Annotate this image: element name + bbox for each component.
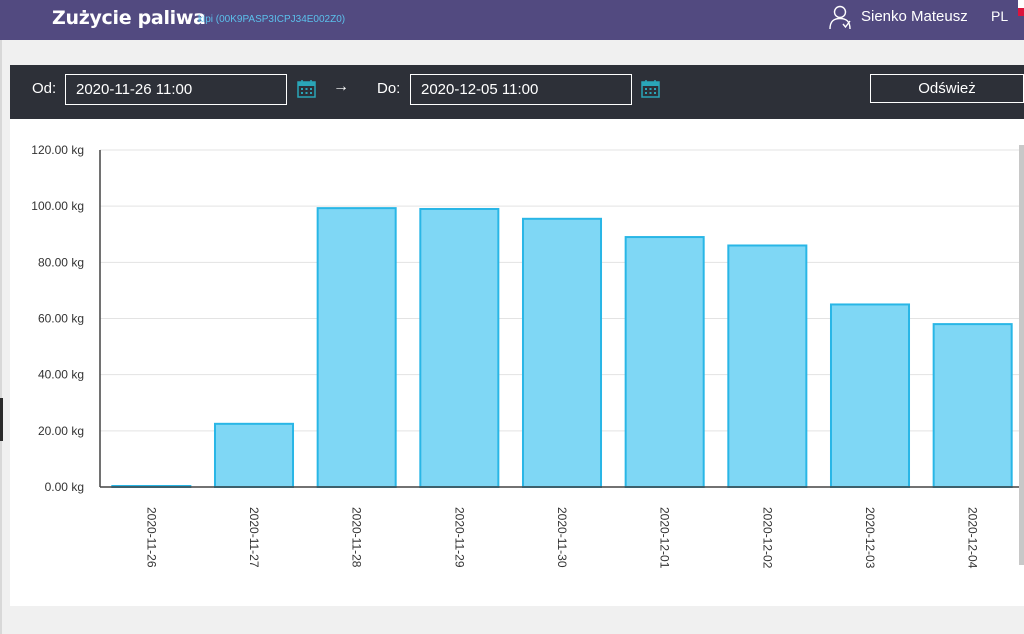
y-tick-label: 80.00 kg bbox=[38, 255, 84, 269]
refresh-button[interactable]: Odśwież bbox=[870, 74, 1024, 103]
y-tick-label: 0.00 kg bbox=[45, 480, 84, 494]
bar-2020-12-02 bbox=[727, 244, 808, 488]
bar-2020-11-29 bbox=[419, 207, 500, 488]
language-selector[interactable]: PL bbox=[991, 8, 1009, 24]
left-edge-strip bbox=[0, 40, 2, 634]
from-date-input[interactable]: 2020-11-26 11:00 bbox=[65, 74, 287, 105]
fuel-usage-bar-chart: 0.00 kg 20.00 kg 40.00 kg 60.00 kg 80.00 kg 1… bbox=[31, 143, 1024, 569]
top-header-bar: Zużycie paliwa kipi (00K9PASP3ICPJ34E002… bbox=[0, 0, 1024, 40]
y-tick-label: 20.00 kg bbox=[38, 424, 84, 438]
from-label: Od: bbox=[32, 80, 57, 97]
y-tick-label: 120.00 kg bbox=[31, 143, 84, 157]
page-title: Zużycie paliwa bbox=[52, 7, 206, 29]
flag-icon[interactable] bbox=[1018, 0, 1024, 16]
bar-2020-12-01 bbox=[624, 236, 705, 488]
x-tick-label: 2020-12-04 bbox=[966, 507, 980, 569]
y-tick-label: 100.00 kg bbox=[31, 199, 84, 213]
x-tick-label: 2020-11-28 bbox=[350, 507, 364, 568]
y-tick-label: 40.00 kg bbox=[38, 368, 84, 382]
to-date-input[interactable]: 2020-12-05 11:00 bbox=[410, 74, 632, 105]
arrow-right-icon: → bbox=[333, 78, 349, 95]
left-edge-handle[interactable] bbox=[0, 398, 3, 441]
chart-panel: 0.00 kg 20.00 kg 40.00 kg 60.00 kg 80.00 kg 1… bbox=[10, 119, 1024, 606]
bar-2020-12-04 bbox=[932, 323, 1013, 488]
bar-2020-11-28 bbox=[316, 207, 397, 488]
x-tick-label: 2020-12-01 bbox=[658, 507, 672, 569]
x-tick-label: 2020-11-30 bbox=[555, 507, 569, 568]
bar-2020-11-27 bbox=[213, 422, 295, 488]
user-name[interactable]: Sienko Mateusz bbox=[861, 8, 968, 25]
bar-2020-11-30 bbox=[521, 217, 603, 488]
user-icon[interactable] bbox=[828, 4, 852, 30]
vertical-scrollbar[interactable] bbox=[1019, 145, 1024, 565]
to-label: Do: bbox=[377, 80, 401, 97]
vehicle-subtitle: kipi (00K9PASP3ICPJ34E002Z0) bbox=[198, 14, 346, 25]
x-tick-label: 2020-12-03 bbox=[863, 507, 877, 569]
calendar-icon[interactable] bbox=[641, 79, 660, 98]
y-tick-label: 60.00 kg bbox=[38, 312, 84, 326]
calendar-icon[interactable] bbox=[297, 79, 316, 98]
x-tick-label: 2020-11-26 bbox=[144, 507, 158, 568]
x-tick-label: 2020-11-29 bbox=[452, 507, 466, 568]
x-tick-label: 2020-11-27 bbox=[247, 507, 261, 568]
x-tick-label: 2020-12-02 bbox=[760, 507, 774, 569]
bar-2020-12-03 bbox=[829, 303, 911, 488]
